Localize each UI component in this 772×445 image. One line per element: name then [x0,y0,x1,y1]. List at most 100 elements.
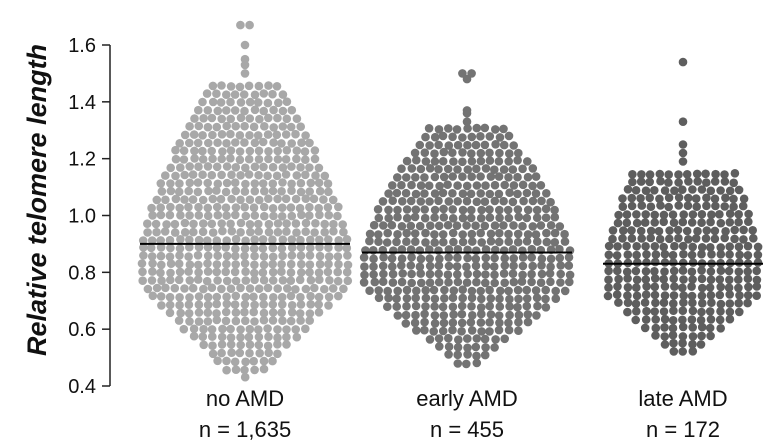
data-point [212,292,222,302]
data-point [212,243,222,253]
data-point [156,179,166,188]
data-point [679,291,688,300]
data-point [612,251,622,260]
data-point [632,250,641,260]
data-point [156,203,165,212]
data-point [463,350,472,359]
data-point [688,210,698,219]
data-point [193,138,203,148]
data-point [360,270,369,280]
data-point [411,237,420,246]
data-point [253,325,263,334]
data-point [208,130,217,140]
data-point [467,229,477,239]
data-point [235,147,245,156]
data-point [297,138,306,147]
data-point [301,324,310,334]
data-point [517,277,527,286]
data-point [448,132,457,142]
data-point [286,316,296,326]
data-point [542,237,552,247]
data-point [513,189,522,199]
category-labels: no AMD n = 1,635 early AMD n = 455 late AMD n… [199,386,728,442]
data-point [287,211,297,221]
data-point [264,147,273,156]
data-point [249,307,258,317]
data-point [137,259,147,268]
data-point [430,189,440,198]
data-point [420,213,430,223]
data-point [179,146,189,155]
data-point [632,242,641,251]
data-point [706,186,716,196]
data-point-outlier [245,20,254,30]
data-point [476,148,486,158]
data-point [627,226,636,235]
data-point [444,342,454,352]
data-point [489,262,499,271]
data-point [287,301,297,310]
data-point [463,269,473,279]
data-point [255,348,264,358]
data-point [249,292,258,302]
data-point [439,311,449,320]
data-point [467,205,476,215]
data-point [286,268,296,277]
data-point [334,243,343,252]
data-point [472,197,482,207]
data-point [258,268,268,277]
data-point [420,189,429,198]
data-point [631,186,641,195]
data-point [218,324,227,334]
data-point [458,213,468,223]
data-point [660,323,669,332]
data-point [743,267,752,276]
data-point [310,283,319,293]
data-point [203,251,213,261]
data-point [236,340,245,350]
data-point [295,309,305,318]
data-point [485,132,495,141]
data-point [429,327,439,336]
data-point [654,226,664,236]
data-point [467,132,477,142]
data-point-outlier [240,40,250,50]
data-point [632,291,642,301]
data-point [263,324,272,333]
data-point [401,319,411,328]
data-point [240,307,249,317]
data-point-outlier [462,74,472,84]
data-point [305,211,314,220]
data-point [697,185,707,194]
data-point [627,193,637,203]
data-point [477,238,487,247]
data-point [188,283,198,293]
data-point [499,269,509,278]
data-point [711,169,720,179]
data-point [651,323,661,333]
data-point [417,278,426,288]
data-point [378,277,388,287]
data-point [656,201,665,210]
category-n-label: n = 455 [430,417,504,442]
data-point [198,131,207,140]
data-point [286,276,296,286]
data-point [258,179,268,188]
data-point [240,259,250,268]
data-point [180,218,190,228]
data-point [707,250,716,259]
data-point [171,194,181,204]
data-point [245,348,254,358]
data-point [250,300,259,310]
data-point [282,340,291,349]
data-point [315,259,325,269]
data-point [472,164,481,174]
data-point [263,171,272,181]
data-point [218,226,227,236]
data-point [692,169,702,179]
data-point [687,218,697,227]
data-point [463,140,472,150]
data-point [603,291,613,301]
data-point [453,350,463,360]
data-point [522,294,532,303]
